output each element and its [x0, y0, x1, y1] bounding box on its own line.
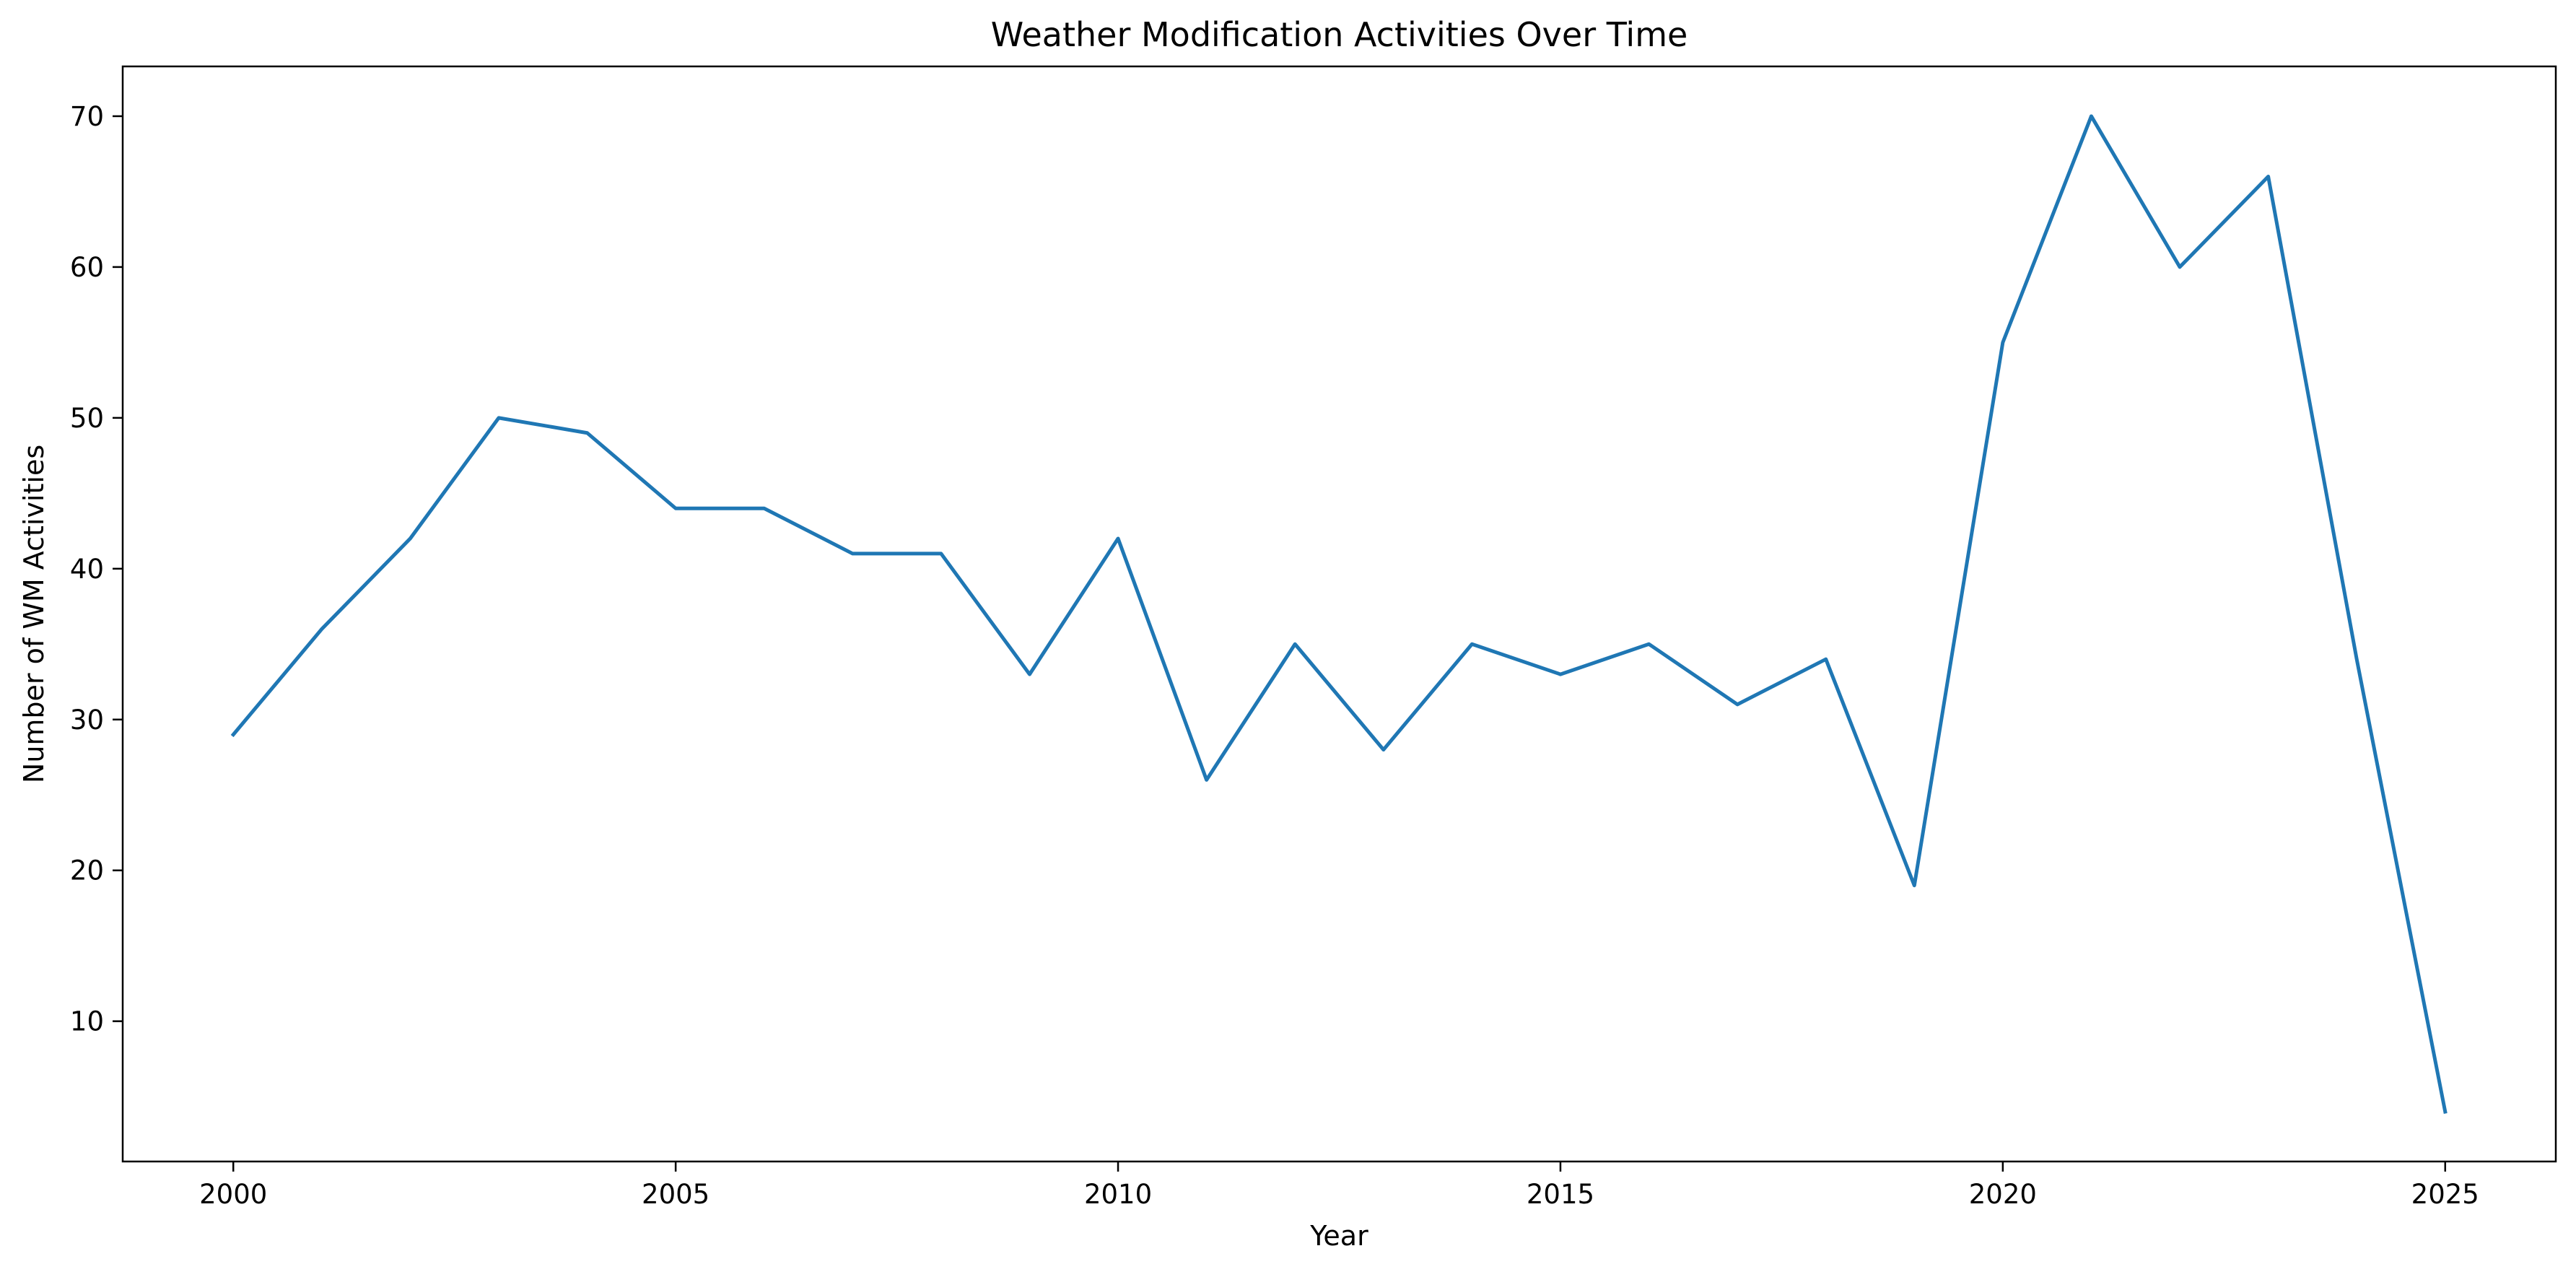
- x-tick-label: 2025: [2411, 1179, 2479, 1210]
- y-axis-label: Number of WM Activities: [18, 445, 50, 783]
- x-axis: 2000 2005 2010 2015 2020 2025: [199, 1161, 2479, 1210]
- x-tick-label: 2010: [1084, 1179, 1152, 1210]
- x-tick-label: 2000: [199, 1179, 267, 1210]
- y-tick-label: 30: [70, 705, 104, 736]
- x-tick-label: 2020: [1969, 1179, 2037, 1210]
- y-tick-label: 10: [70, 1006, 104, 1037]
- chart-title: Weather Modification Activities Over Tim…: [991, 15, 1688, 54]
- y-axis: 10 20 30 40 50 60 70: [70, 101, 123, 1037]
- y-tick-label: 50: [70, 403, 104, 434]
- series-line-0: [230, 114, 2448, 1114]
- x-tick-label: 2005: [642, 1179, 710, 1210]
- y-tick-label: 20: [70, 855, 104, 886]
- series-layer: [230, 114, 2448, 1114]
- y-tick-label: 40: [70, 554, 104, 585]
- y-tick-label: 60: [70, 252, 104, 283]
- y-tick-label: 70: [70, 101, 104, 132]
- plot-frame: [121, 65, 2557, 1163]
- x-tick-label: 2015: [1527, 1179, 1594, 1210]
- x-axis-label: Year: [1309, 1220, 1368, 1252]
